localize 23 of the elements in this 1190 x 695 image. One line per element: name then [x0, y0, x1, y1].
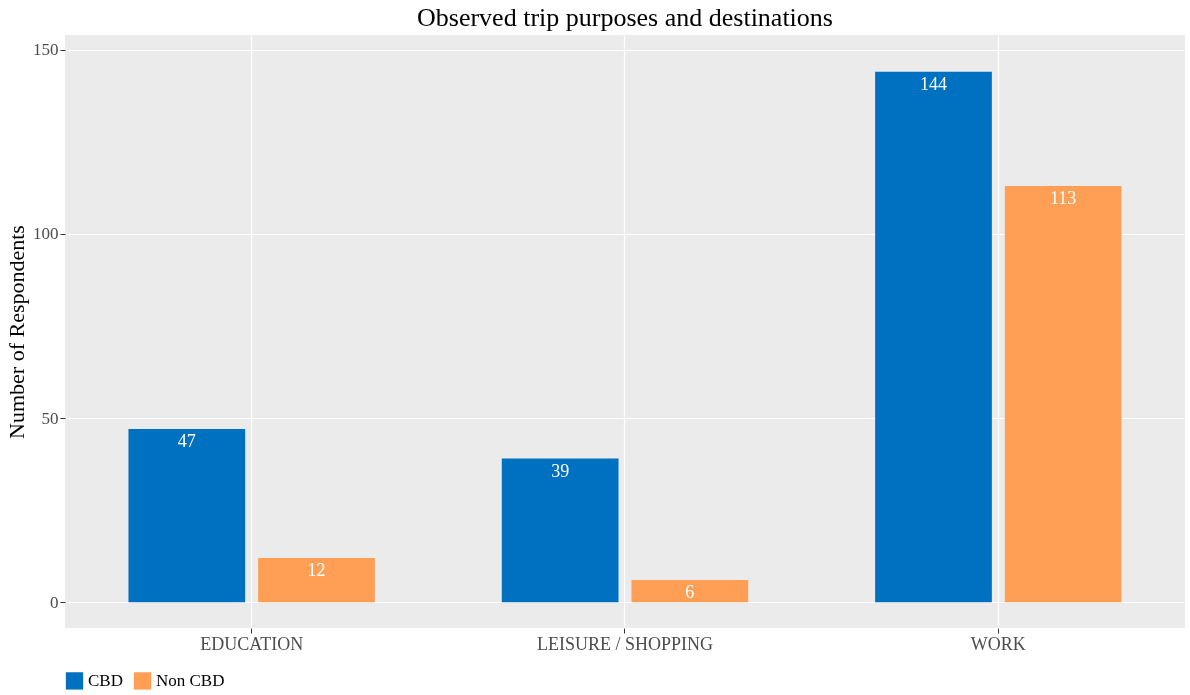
- bar: [258, 558, 375, 603]
- x-tick-label: WORK: [970, 633, 1026, 654]
- y-tick-label: 0: [50, 592, 59, 612]
- y-tick-label: 150: [33, 40, 59, 60]
- data-label: 144: [919, 73, 947, 94]
- x-tick-label: LEISURE / SHOPPING: [536, 633, 714, 654]
- y-axis-title: Number of Respondents: [4, 225, 29, 439]
- data-label: 113: [1050, 188, 1077, 209]
- chart-title: Observed trip purposes and destinations: [417, 3, 833, 32]
- bar: [128, 429, 246, 603]
- legend-label: Non CBD: [156, 670, 225, 690]
- bar: [501, 458, 619, 603]
- data-label: 39: [551, 460, 570, 481]
- legend-label: CBD: [88, 670, 123, 690]
- data-label: 12: [307, 560, 326, 581]
- y-tick-label: 50: [41, 408, 59, 428]
- bar: [1004, 186, 1122, 603]
- bar: [631, 580, 749, 603]
- y-tick-label: 100: [33, 224, 59, 244]
- data-label: 6: [685, 582, 695, 603]
- x-tick-label: EDUCATION: [200, 633, 304, 654]
- bar: [875, 71, 992, 603]
- data-label: 47: [177, 431, 196, 452]
